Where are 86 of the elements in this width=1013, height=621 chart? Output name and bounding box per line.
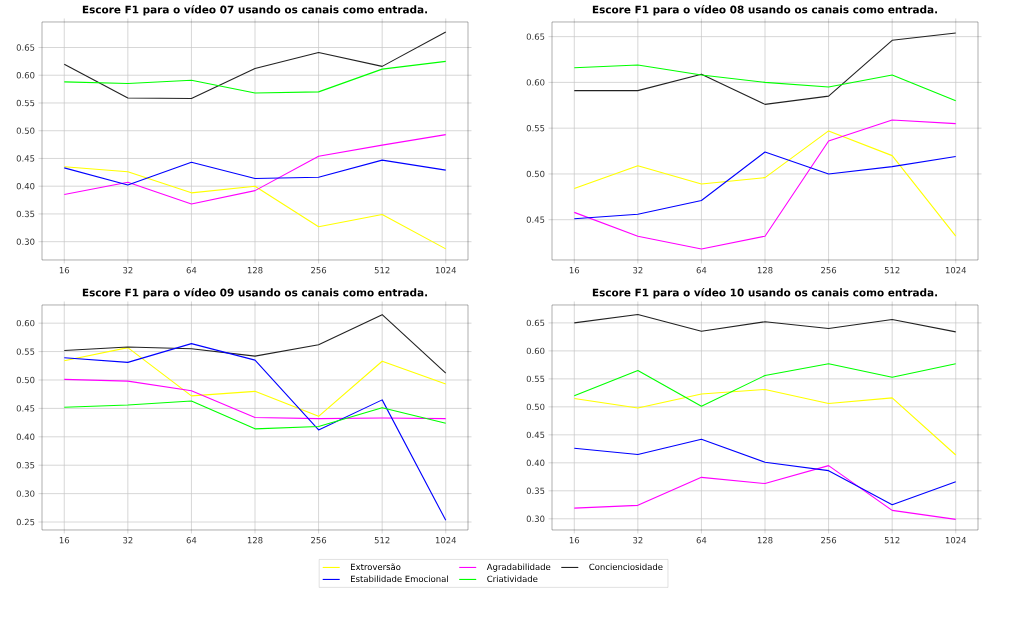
line-series — [63, 347, 447, 417]
line-series — [573, 363, 957, 407]
chart-title: Escore F1 para o vídeo 08 usando os canais como entrada. — [592, 4, 938, 16]
x-tick-label: 64 — [186, 537, 197, 544]
line-series — [63, 31, 447, 100]
line-series — [63, 343, 447, 521]
y-tick-label: 0.40 — [16, 183, 35, 190]
x-tick-label: 32 — [633, 267, 643, 274]
line-series — [63, 400, 447, 430]
x-tick-label: 64 — [186, 267, 197, 274]
x-tick-label: 128 — [247, 267, 263, 274]
x-tick-label: 16 — [569, 537, 580, 544]
line-series — [573, 313, 957, 333]
x-tick-label: 256 — [311, 267, 327, 274]
line-series — [573, 32, 957, 105]
y-tick-label: 0.30 — [16, 238, 35, 245]
x-tick-label: 256 — [821, 537, 837, 544]
y-tick-label: 0.30 — [526, 515, 545, 522]
x-tick-label: 1024 — [435, 267, 457, 274]
x-tick-label: 128 — [247, 537, 263, 544]
y-tick-label: 0.40 — [526, 459, 545, 467]
y-tick-label: 0.50 — [526, 403, 545, 411]
line-series — [573, 465, 957, 520]
x-tick-label: 512 — [374, 267, 390, 274]
y-tick-label: 0.55 — [16, 99, 35, 107]
y-tick-label: 0.45 — [16, 155, 35, 162]
x-tick-label: 128 — [757, 537, 773, 544]
y-tick-label: 0.60 — [16, 72, 35, 79]
chart-title: Escore F1 para o vídeo 09 usando os canais como entrada. — [82, 287, 428, 299]
line-series — [573, 130, 957, 237]
chart-title: Escore F1 para o vídeo 07 usando os canais como entrada. — [82, 4, 428, 16]
x-tick-label: 64 — [696, 267, 707, 274]
x-tick-label: 32 — [123, 537, 133, 544]
y-tick-label: 0.65 — [526, 33, 545, 40]
x-tick-label: 32 — [123, 267, 133, 274]
line-series — [63, 314, 447, 374]
line-series — [63, 60, 447, 94]
y-tick-label: 0.55 — [526, 124, 545, 132]
y-tick-label: 0.60 — [16, 319, 35, 327]
y-tick-label: 0.30 — [16, 490, 35, 497]
y-tick-label: 0.65 — [526, 319, 545, 327]
x-tick-label: 512 — [374, 537, 390, 544]
legend-label: Extroversão — [351, 563, 401, 571]
line-series — [573, 151, 957, 220]
x-tick-label: 128 — [757, 267, 773, 274]
x-tick-label: 256 — [311, 537, 327, 544]
chart-title: Escore F1 para o vídeo 10 usando os canais como entrada. — [592, 287, 938, 299]
y-tick-label: 0.55 — [16, 348, 35, 355]
x-tick-label: 512 — [884, 537, 900, 544]
line-series — [63, 166, 447, 250]
x-tick-label: 1024 — [435, 537, 457, 544]
line-series — [573, 119, 957, 250]
legend-label: Estabilidade Emocional — [351, 575, 448, 583]
x-tick-label: 16 — [569, 267, 580, 274]
line-series — [573, 438, 957, 506]
x-tick-label: 512 — [884, 267, 900, 274]
x-tick-label: 32 — [633, 537, 643, 544]
y-tick-label: 0.35 — [526, 487, 545, 495]
line-series — [63, 159, 447, 186]
y-tick-label: 0.60 — [526, 79, 545, 86]
y-tick-label: 0.35 — [16, 210, 35, 218]
x-tick-label: 64 — [696, 537, 707, 544]
y-tick-label: 0.35 — [16, 462, 35, 469]
y-tick-label: 0.50 — [16, 127, 35, 134]
line-series — [573, 388, 957, 456]
line-series — [63, 378, 447, 420]
line-series — [573, 64, 957, 102]
y-tick-label: 0.65 — [16, 44, 35, 51]
legend-label: Concienciosidade — [589, 563, 663, 571]
y-tick-label: 0.40 — [16, 433, 35, 441]
x-tick-label: 1024 — [945, 267, 967, 274]
y-tick-label: 0.45 — [526, 216, 545, 223]
y-tick-label: 0.50 — [526, 170, 545, 178]
legend-label: Agradabilidade — [486, 563, 551, 572]
legend-label: Criatividade — [487, 575, 538, 583]
y-tick-label: 0.55 — [526, 375, 545, 383]
x-tick-label: 16 — [59, 267, 70, 274]
line-series — [63, 134, 447, 205]
y-tick-label: 0.25 — [16, 518, 35, 526]
x-tick-label: 16 — [59, 537, 70, 544]
y-tick-label: 0.60 — [526, 347, 545, 355]
x-tick-label: 1024 — [945, 537, 967, 544]
y-tick-label: 0.50 — [16, 376, 35, 384]
y-tick-label: 0.45 — [16, 405, 35, 412]
x-tick-label: 256 — [821, 267, 837, 274]
y-tick-label: 0.45 — [526, 431, 545, 439]
